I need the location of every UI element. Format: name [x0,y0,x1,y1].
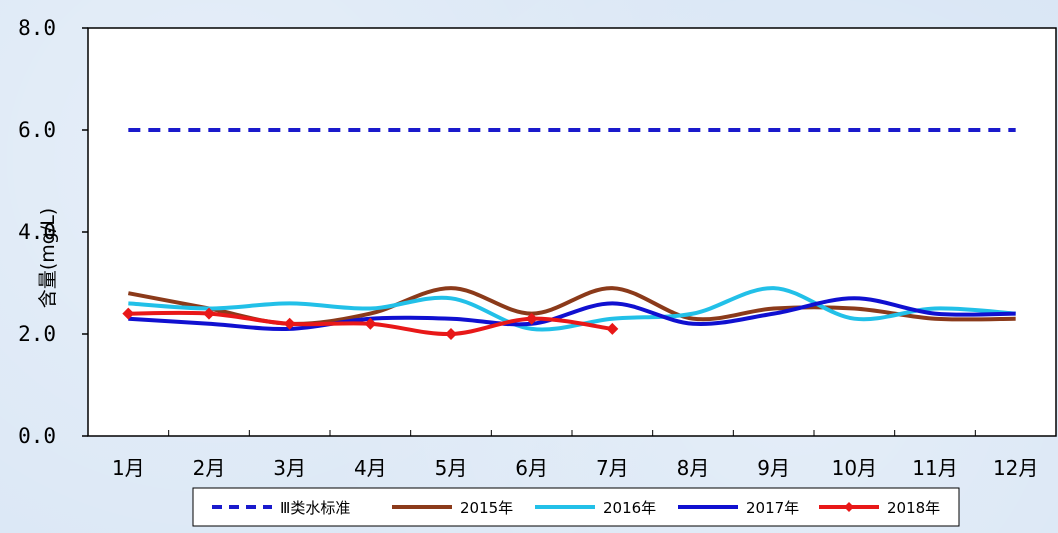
legend-marker [844,502,854,512]
data-point [364,317,377,330]
legend-label: Ⅲ类水标准 [280,499,350,517]
y-axis-label: 含量(mg/L) [37,208,59,308]
series-group [122,128,1016,340]
legend-item: 2015年 [392,499,513,517]
x-tick-label: 6月 [515,456,548,480]
data-point [203,307,215,320]
y-axis-ticks: 0.0 2.0 4.0 6.0 8.0 [18,16,88,448]
data-point [445,328,457,340]
legend-label: 2017年 [746,499,799,517]
legend-item: 2017年 [678,499,799,517]
y-tick-label: 0.0 [18,424,56,448]
series-line [128,286,1016,332]
x-tick-label: 12月 [993,456,1038,480]
data-point [606,322,619,335]
data-point [122,307,135,320]
x-tick-label: 1月 [112,456,145,480]
series-2 [128,286,1016,332]
legend-item: 2016年 [535,499,656,517]
legend-item: 2018年 [819,499,940,517]
x-tick-label: 10月 [832,456,877,480]
legend-label: 2015年 [460,499,513,517]
series-3 [128,296,1016,332]
legend-label: 2018年 [887,499,940,517]
data-point [525,312,538,325]
legend-item: Ⅲ类水标准 [212,499,350,517]
x-tick-label: 2月 [193,456,226,480]
y-tick-label: 4.0 [18,220,56,244]
y-tick-label: 2.0 [18,322,56,346]
series-4 [122,307,619,340]
x-tick-label: 7月 [596,456,629,480]
x-tick-label: 4月 [354,456,387,480]
y-tick-label: 8.0 [18,16,56,40]
y-tick-label: 6.0 [18,118,56,142]
legend: Ⅲ类水标准 2015年 2016年 2017年 2018年 [192,487,960,527]
x-tick-label: 5月 [435,456,468,480]
legend-label: 2016年 [603,499,656,517]
x-tick-label: 11月 [912,456,957,480]
x-tick-label: 8月 [677,456,710,480]
data-point [283,317,296,330]
plot-area [87,27,1057,437]
x-tick-label: 9月 [757,456,790,480]
series-line [128,296,1016,332]
x-tick-label: 3月 [273,456,306,480]
x-axis-ticks: 1月 2月 3月 4月 5月 6月 7月 8月 9月 10月 11月 12月 [87,430,1057,480]
